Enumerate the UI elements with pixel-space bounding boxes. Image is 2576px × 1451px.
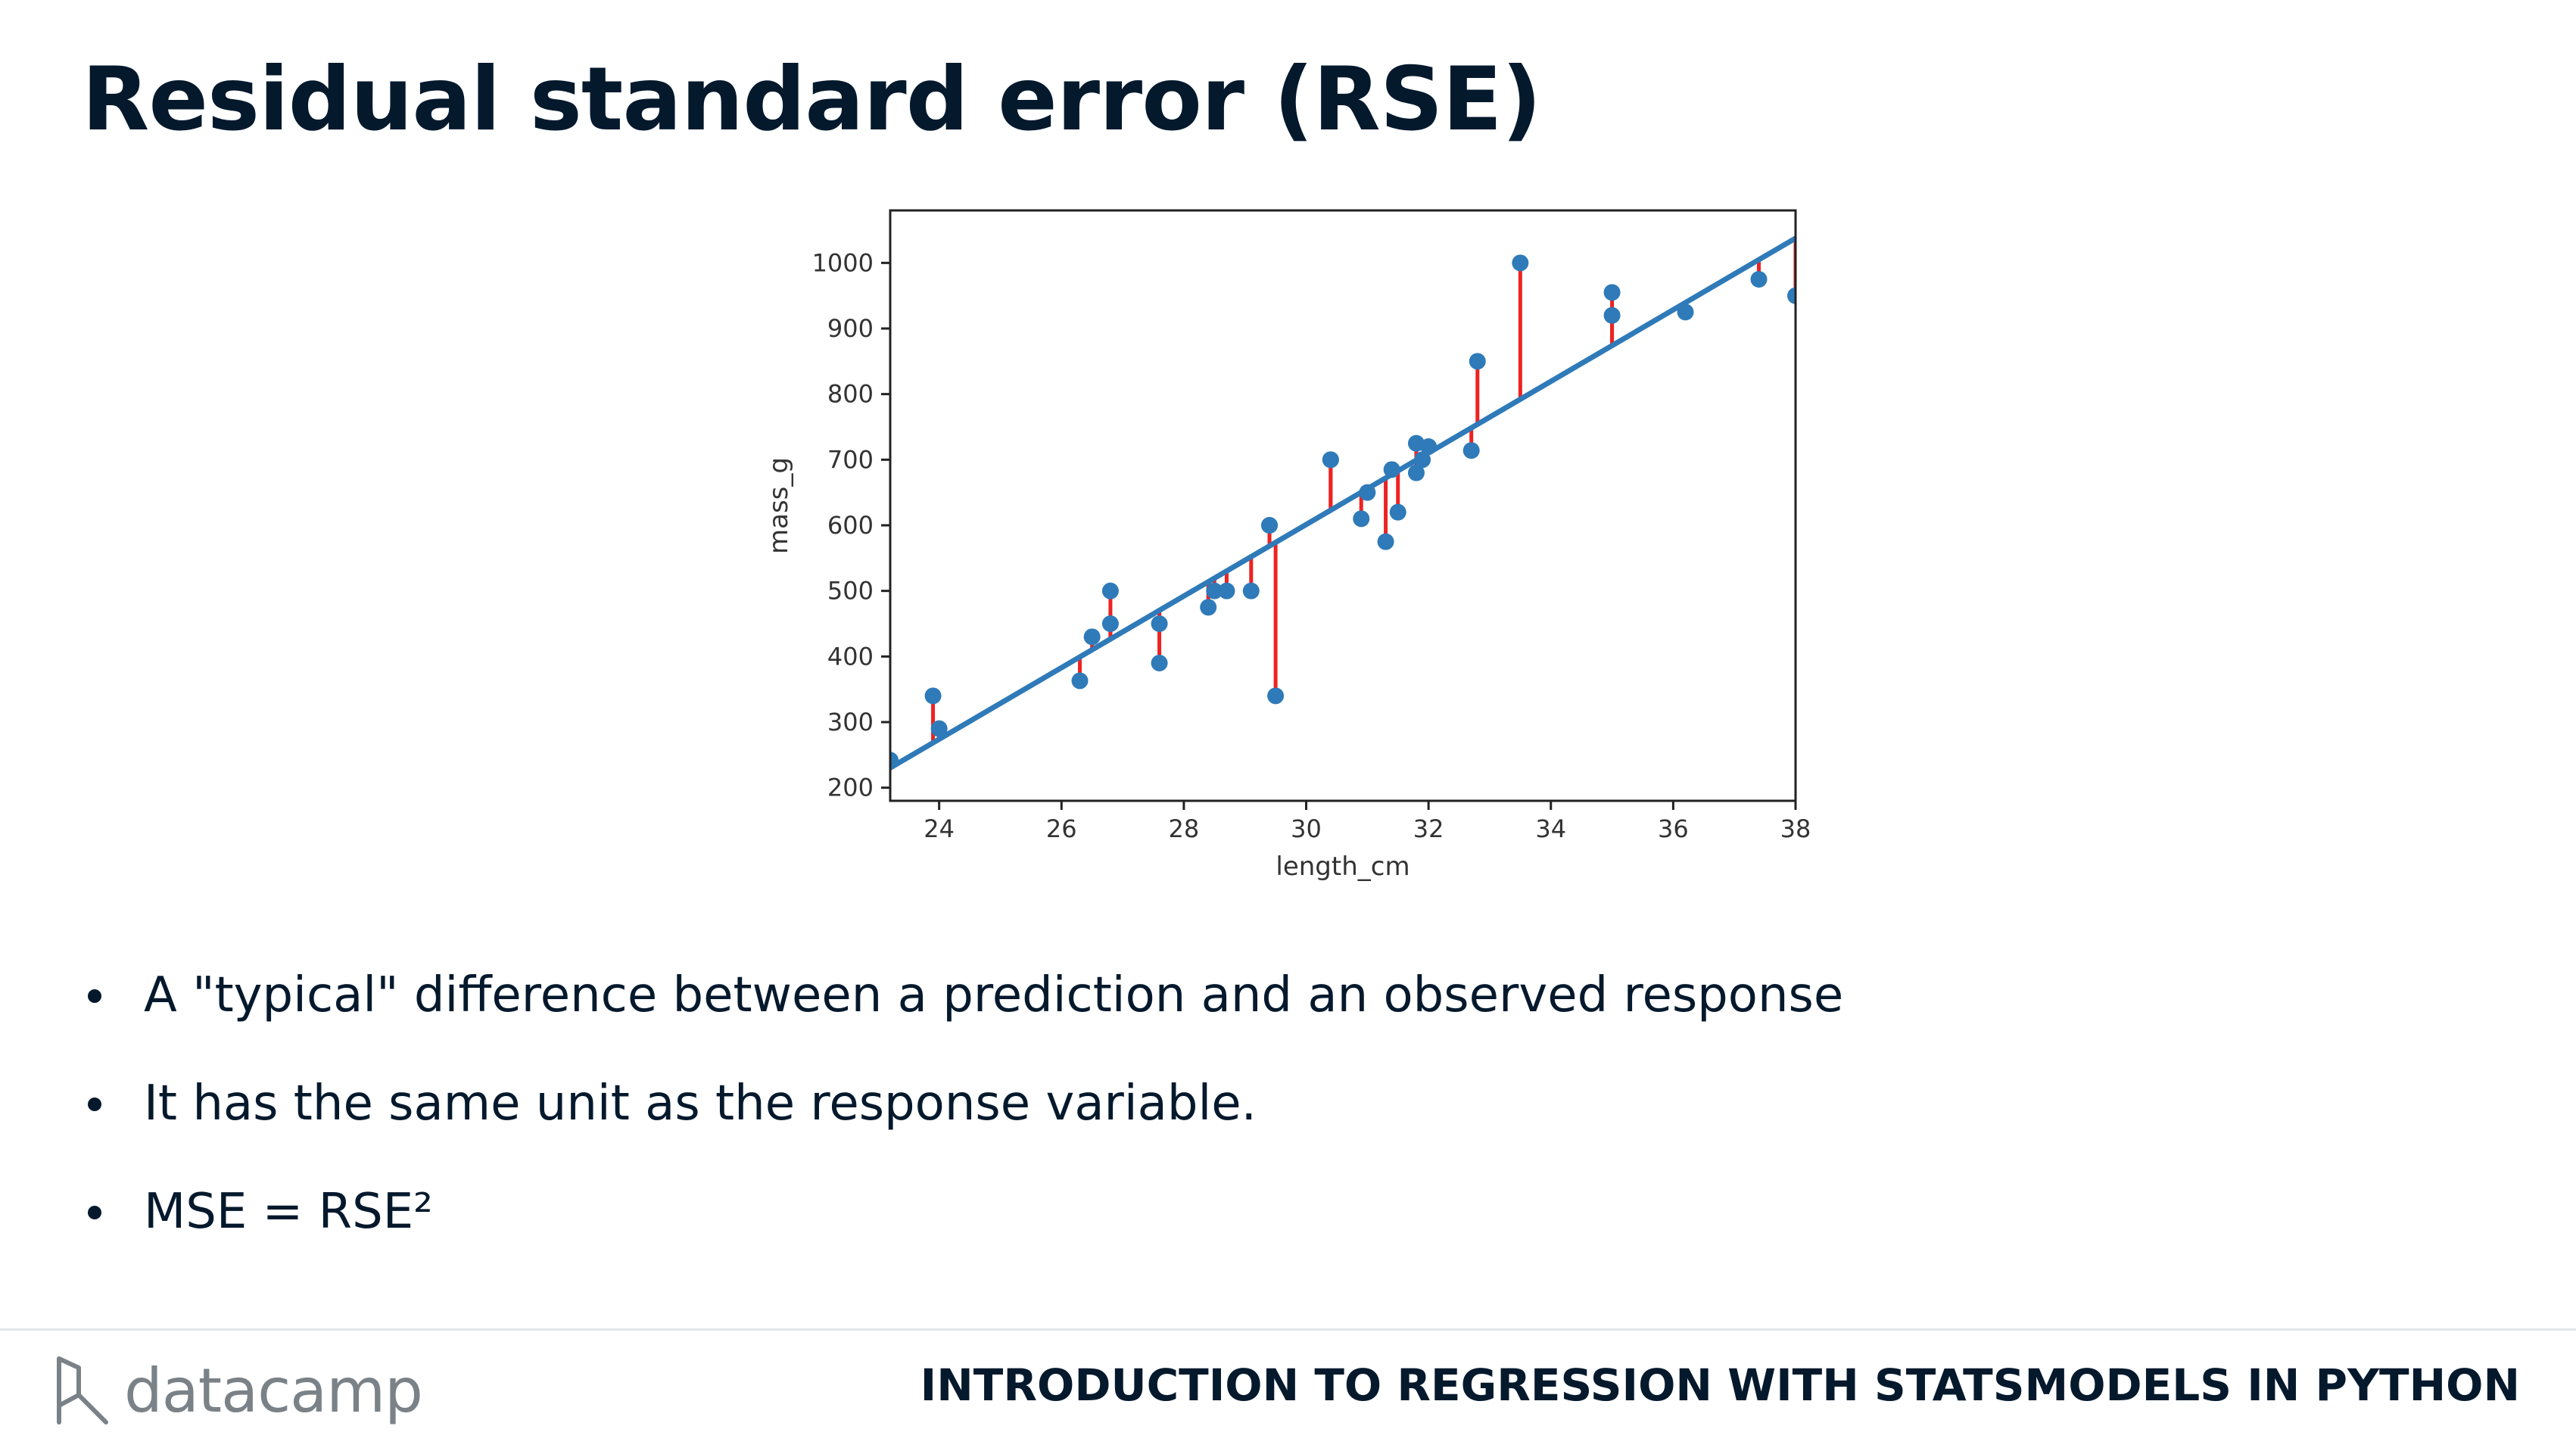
bullet-item: A "typical" difference between a predict… <box>82 957 1843 1066</box>
data-point <box>1267 687 1285 705</box>
data-point <box>1469 353 1486 370</box>
data-point <box>930 720 948 737</box>
bullet-item: It has the same unit as the response var… <box>82 1066 1843 1174</box>
y-tick-label: 800 <box>827 380 874 409</box>
bullet-dot <box>88 1206 101 1219</box>
data-point <box>1677 304 1694 321</box>
data-point <box>1322 451 1339 469</box>
footer-divider <box>0 1328 2576 1331</box>
data-point <box>1383 461 1400 478</box>
data-point <box>1151 615 1168 632</box>
data-point <box>1353 510 1370 528</box>
y-tick-label: 400 <box>827 642 874 671</box>
data-point <box>1407 464 1425 481</box>
datacamp-logo-icon <box>57 1356 108 1425</box>
data-point <box>1206 582 1223 599</box>
bullet-item: MSE = RSE² <box>82 1174 1843 1282</box>
y-tick-label: 700 <box>827 445 874 474</box>
data-point <box>1200 599 1217 616</box>
bullet-dot <box>88 1098 101 1111</box>
x-tick-label: 30 <box>1291 814 1322 843</box>
data-point <box>1218 582 1235 599</box>
y-tick-label: 1000 <box>812 248 874 277</box>
data-point <box>1083 628 1101 646</box>
x-tick-label: 26 <box>1046 814 1077 843</box>
plot-frame <box>889 209 1797 802</box>
y-tick-label: 900 <box>827 314 874 343</box>
data-point <box>1071 672 1089 690</box>
x-axis-label: length_cm <box>1276 852 1409 882</box>
y-axis-label: mass_g <box>764 457 794 554</box>
data-point <box>1242 582 1260 599</box>
x-tick-label: 24 <box>924 814 955 843</box>
data-point <box>1414 451 1431 469</box>
slide-title: Residual standard error (RSE) <box>82 48 1542 151</box>
bullet-dot <box>88 989 101 1003</box>
x-tick-label: 36 <box>1658 814 1689 843</box>
bullet-text: It has the same unit as the response var… <box>144 1076 1257 1132</box>
data-point <box>1151 655 1168 671</box>
x-tick-label: 32 <box>1413 814 1444 843</box>
data-point <box>1389 503 1406 521</box>
bullet-list: A "typical" difference between a predict… <box>82 957 1843 1282</box>
data-point <box>1420 438 1438 455</box>
course-title: INTRODUCTION TO REGRESSION WITH STATSMOD… <box>920 1359 2520 1411</box>
data-point <box>1750 271 1768 288</box>
x-tick-label: 34 <box>1535 814 1566 843</box>
datacamp-logo: datacamp <box>53 1349 423 1432</box>
bullet-text: A "typical" difference between a predict… <box>144 967 1844 1023</box>
logo-text: datacamp <box>124 1355 423 1426</box>
data-point <box>924 687 942 705</box>
data-point <box>1603 307 1621 324</box>
data-point <box>1101 582 1119 599</box>
data-point <box>1787 287 1796 304</box>
x-tick-label: 28 <box>1169 814 1200 843</box>
data-point <box>1512 254 1529 272</box>
regression-line <box>890 235 1796 771</box>
y-tick-label: 600 <box>827 511 874 540</box>
data-point <box>1462 442 1480 459</box>
y-tick-label: 300 <box>827 708 874 736</box>
y-tick-label: 500 <box>827 577 874 606</box>
x-tick-label: 38 <box>1780 814 1811 843</box>
data-point <box>1261 517 1279 534</box>
data-point <box>890 752 899 769</box>
data-point <box>1377 533 1394 550</box>
residual-scatter-chart: 24 26 28 30 32 34 36 38 200 300 400 500 600 700 800 900… <box>764 209 1811 882</box>
data-point <box>1603 284 1621 301</box>
bullet-text: MSE = RSE² <box>144 1184 433 1240</box>
data-point <box>1359 484 1376 501</box>
data-point <box>1101 615 1119 632</box>
y-tick-label: 200 <box>827 774 874 802</box>
